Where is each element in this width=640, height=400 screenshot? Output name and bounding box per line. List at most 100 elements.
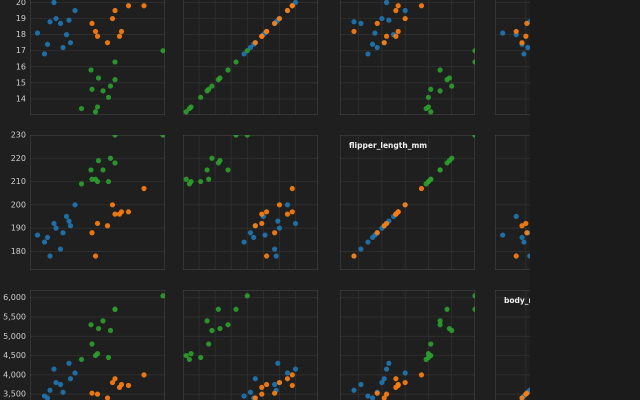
point	[374, 390, 380, 396]
point	[141, 3, 147, 9]
point	[89, 86, 95, 92]
point	[533, 29, 538, 34]
y-tick-label: 17	[16, 46, 26, 55]
y-tick-label: 4,000	[3, 370, 26, 379]
point	[57, 381, 64, 388]
point	[374, 230, 380, 236]
point	[259, 384, 265, 390]
point	[89, 176, 95, 182]
point	[428, 341, 434, 347]
point	[233, 59, 239, 65]
point	[209, 155, 215, 161]
point	[418, 185, 425, 192]
point	[217, 325, 223, 332]
point	[183, 176, 189, 182]
point	[548, 221, 553, 226]
point	[47, 387, 53, 393]
point	[523, 220, 529, 227]
point	[57, 20, 64, 26]
point	[513, 213, 519, 220]
point	[116, 33, 123, 39]
point	[112, 306, 118, 312]
point	[141, 185, 147, 192]
point	[532, 209, 537, 214]
point	[284, 7, 291, 14]
point	[63, 32, 70, 38]
point	[449, 327, 455, 334]
point	[372, 30, 378, 36]
point	[241, 239, 247, 245]
y-tick-label: 4,500	[3, 351, 26, 360]
point	[198, 94, 204, 100]
point	[44, 41, 51, 47]
point	[47, 253, 53, 259]
point	[533, 21, 538, 26]
point	[472, 59, 475, 65]
point	[272, 20, 278, 26]
point	[589, 75, 594, 80]
point	[530, 34, 535, 39]
point	[186, 105, 193, 112]
point	[107, 83, 114, 89]
point	[418, 372, 425, 378]
point	[533, 209, 538, 214]
point	[95, 75, 102, 81]
point	[94, 351, 101, 357]
point	[500, 232, 506, 238]
plot-area	[0, 0, 530, 400]
point	[472, 293, 475, 299]
point	[252, 223, 258, 229]
point	[225, 167, 231, 173]
point	[284, 202, 291, 208]
point	[554, 361, 559, 366]
point	[272, 246, 278, 252]
point	[206, 341, 212, 347]
point	[105, 178, 112, 185]
point	[386, 360, 392, 366]
panel	[183, 135, 318, 270]
point	[365, 239, 371, 245]
point	[225, 67, 231, 73]
point	[539, 40, 544, 45]
point	[402, 202, 408, 208]
point	[292, 220, 299, 227]
point	[273, 253, 279, 259]
point	[395, 28, 401, 35]
point	[72, 7, 78, 14]
point	[558, 181, 563, 186]
point	[94, 391, 101, 397]
point	[217, 75, 223, 81]
y-tick-label: 190	[11, 224, 26, 233]
point	[589, 158, 594, 163]
point	[374, 20, 380, 26]
point	[379, 15, 385, 22]
point	[535, 16, 540, 21]
point	[206, 86, 212, 92]
point	[543, 3, 548, 8]
point	[44, 234, 51, 241]
point	[560, 355, 565, 360]
point	[437, 318, 443, 324]
point	[251, 234, 257, 241]
point	[263, 209, 270, 215]
point	[393, 376, 399, 382]
point	[263, 253, 270, 259]
y-tick-label: 210	[11, 177, 26, 186]
point	[225, 322, 231, 328]
point	[449, 83, 455, 89]
point	[41, 51, 48, 57]
y-tick-label: 19	[16, 14, 26, 23]
point	[53, 225, 59, 231]
point	[284, 376, 291, 382]
point	[204, 167, 210, 173]
y-tick-label: 16	[16, 62, 26, 71]
point	[358, 20, 364, 26]
y-tick-label: 20	[16, 0, 26, 7]
point	[67, 40, 74, 46]
point	[276, 225, 283, 231]
point	[112, 7, 118, 14]
point	[539, 376, 544, 381]
point	[383, 366, 390, 372]
y-tick-label: 18	[16, 30, 26, 39]
point	[116, 384, 123, 390]
